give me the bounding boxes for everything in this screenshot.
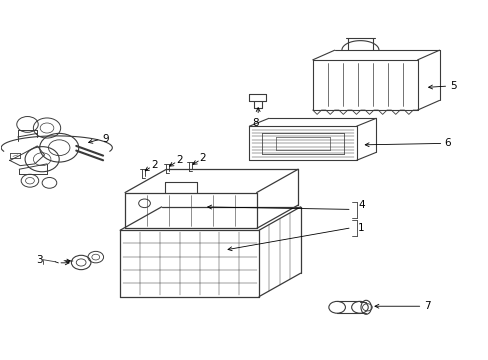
Text: 2: 2: [199, 153, 206, 163]
Text: 3: 3: [36, 255, 43, 265]
Text: 7: 7: [423, 301, 430, 311]
Text: 1: 1: [357, 223, 364, 233]
Text: 8: 8: [251, 118, 258, 127]
Text: 2: 2: [176, 155, 183, 165]
Text: 5: 5: [449, 81, 455, 91]
Text: 4: 4: [357, 200, 364, 210]
Text: 9: 9: [102, 134, 108, 144]
Text: 2: 2: [151, 160, 157, 170]
Text: 6: 6: [444, 139, 450, 148]
